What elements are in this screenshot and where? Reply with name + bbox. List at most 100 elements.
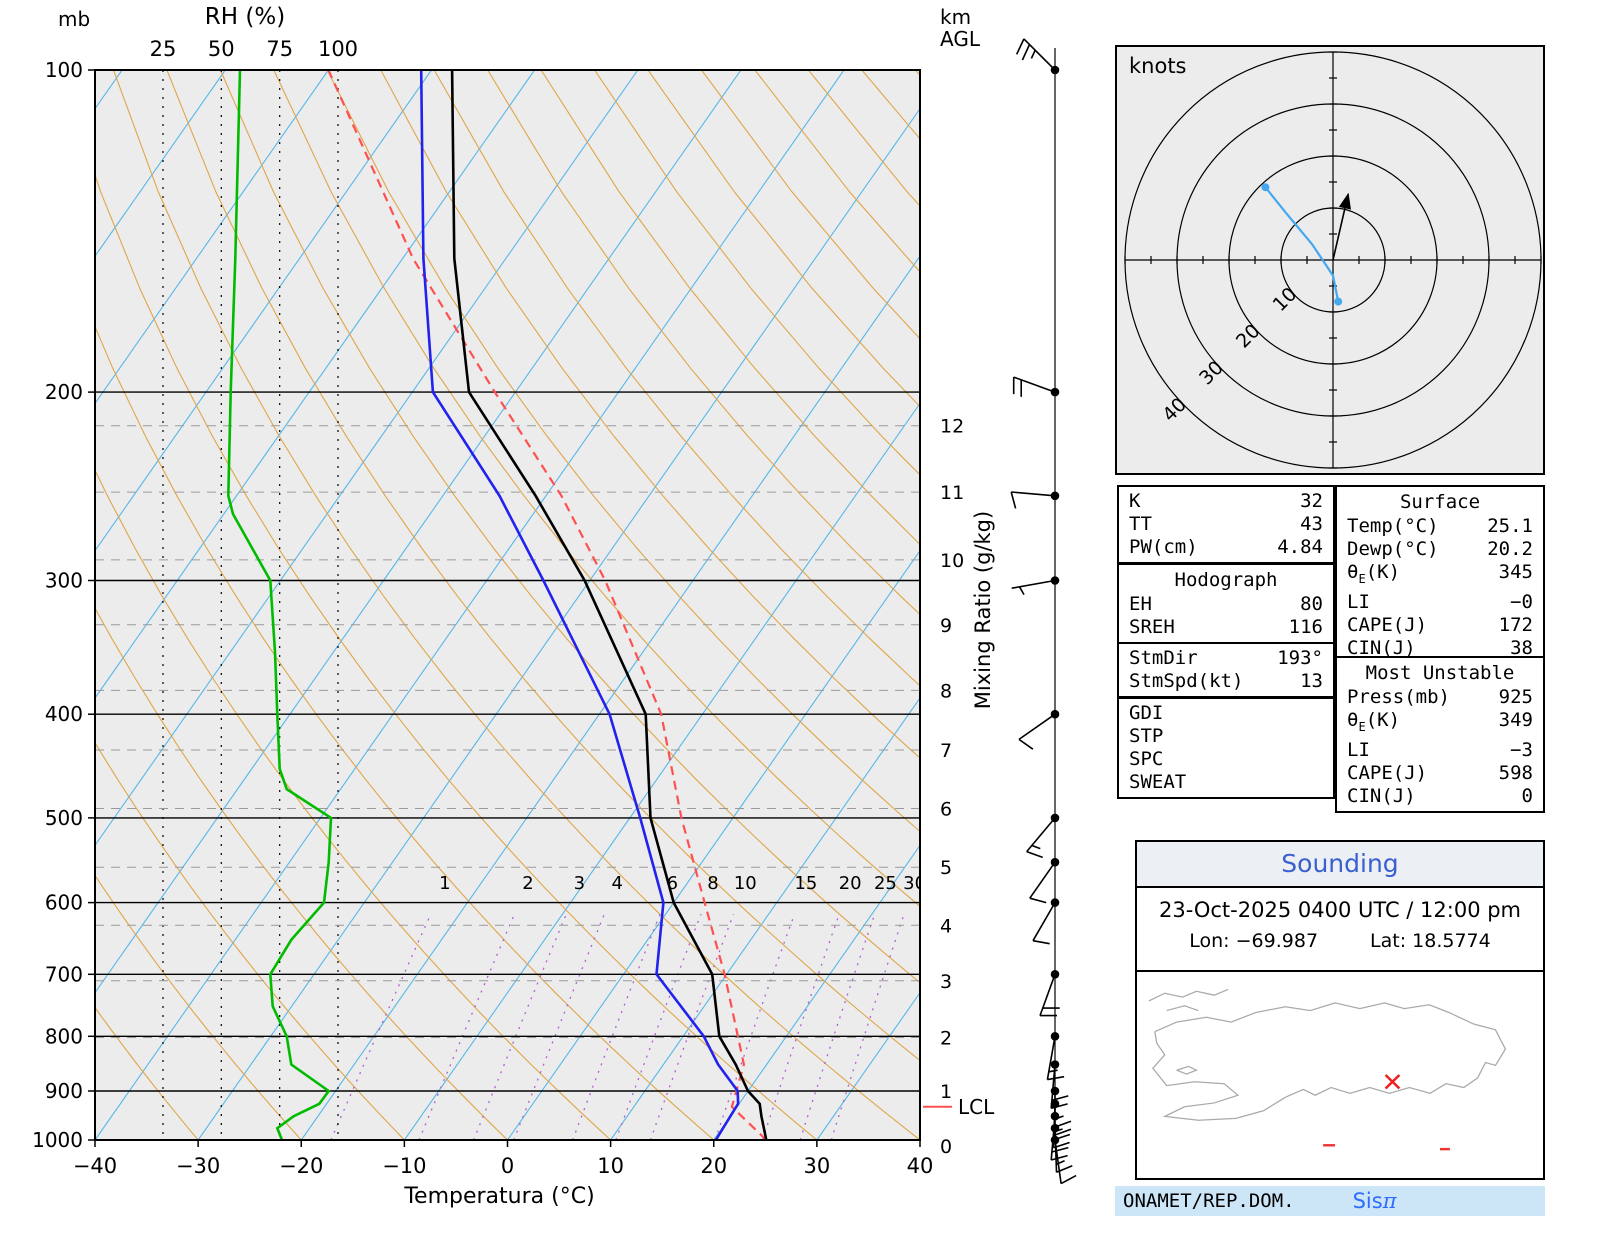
storm-motion-arrow	[1332, 192, 1352, 261]
svg-text:−40: −40	[73, 1154, 117, 1178]
panel-hodo-title: Hodograph	[1174, 569, 1278, 591]
stat-label: CAPE(J)	[1347, 613, 1428, 636]
svg-text:3: 3	[940, 971, 952, 993]
svg-text:30: 30	[903, 873, 926, 894]
svg-text:4: 4	[611, 873, 622, 894]
svg-text:100: 100	[45, 58, 83, 82]
temperature-curve	[450, 70, 768, 1140]
stat-value: 13	[1300, 670, 1323, 692]
parcel-curve	[327, 70, 768, 1140]
sounding-panel-title: Sounding	[1137, 842, 1543, 888]
panel-stm: StmDir 193° StmSpd(kt) 13	[1117, 642, 1335, 698]
svg-text:4: 4	[940, 915, 952, 937]
svg-text:6: 6	[940, 799, 952, 821]
sounding-info: 23-Oct-2025 0400 UTC / 12:00 pm Lon: −69…	[1137, 888, 1543, 972]
svg-text:100: 100	[318, 37, 358, 61]
rh-curve	[226, 70, 333, 1140]
svg-text:−30: −30	[176, 1154, 220, 1178]
panel-misc: GDI STP SPC SWEAT	[1117, 697, 1335, 799]
sounding-datetime: 23-Oct-2025 0400 UTC / 12:00 pm	[1158, 898, 1522, 922]
svg-text:0: 0	[501, 1154, 514, 1178]
svg-text:15: 15	[794, 873, 817, 894]
stat-value: 38	[1510, 636, 1533, 659]
svg-text:8: 8	[707, 873, 718, 894]
minor-island-marks	[1323, 1144, 1450, 1151]
footer-bar: ONAMET/REP.DOM. Sisπ	[1115, 1186, 1545, 1216]
isotherm-lines	[95, 70, 920, 1140]
hodograph-unit-label: knots	[1129, 54, 1187, 78]
pressure-axis: 100 200 300 400 500 600 700 800 900 1000 mb	[32, 7, 95, 1152]
svg-text:7: 7	[940, 740, 952, 762]
stat-value: −3	[1510, 738, 1533, 761]
stat-label: TT	[1129, 513, 1152, 535]
stat-label: Dewp(°C)	[1347, 538, 1439, 560]
hodograph-trace-point	[1261, 183, 1270, 192]
svg-text:75: 75	[266, 37, 293, 61]
stat-value: 116	[1288, 616, 1323, 638]
svg-text:5: 5	[940, 857, 952, 879]
svg-text:300: 300	[45, 569, 83, 593]
stat-row: PW(cm) 4.84	[1119, 536, 1333, 559]
svg-text:km: km	[940, 5, 971, 29]
svg-text:50: 50	[208, 37, 235, 61]
stat-label: CAPE(J)	[1347, 761, 1428, 784]
svg-text:1: 1	[439, 873, 450, 894]
dry-adiabat-lines	[95, 70, 920, 1140]
stat-row: CIN(J) 38	[1337, 637, 1543, 660]
stat-label: SREH	[1129, 616, 1175, 638]
rh-axis-title: RH (%)	[205, 4, 285, 30]
skewt-chart: 1 2 3 4 6 8 10 15 20 25 30100200300400500600700800…	[32, 4, 1077, 1209]
stat-label: GDI	[1129, 702, 1164, 724]
stat-value: 43	[1300, 513, 1323, 535]
stat-row: Dewp(°C) 20.2	[1337, 538, 1543, 561]
temp-axis-title: Temperatura (°C)	[403, 1184, 594, 1209]
svg-text:1000: 1000	[32, 1128, 83, 1152]
svg-text:1: 1	[940, 1081, 952, 1103]
svg-text:10: 10	[734, 873, 757, 894]
footer-agency: ONAMET/REP.DOM.	[1123, 1190, 1295, 1212]
stat-label: SPC	[1129, 748, 1164, 770]
location-map	[1148, 988, 1507, 1151]
svg-text:800: 800	[45, 1024, 83, 1048]
svg-text:25: 25	[150, 37, 177, 61]
dewpoint-curve	[419, 70, 740, 1140]
svg-text:10: 10	[597, 1154, 624, 1178]
station-marker-x	[1384, 1074, 1401, 1090]
svg-text:200: 200	[45, 380, 83, 404]
lcl-marker: LCL	[923, 1095, 995, 1119]
panel-surface: Surface Temp(°C) 25.1 Dewp(°C) 20.2 θE(K) 345 L…	[1335, 485, 1545, 665]
svg-text:700: 700	[45, 962, 83, 986]
plot-background	[95, 70, 920, 1140]
temperature-axis: −40 −30 −20 −10 0 10 20 30 40 Temperatura (°C)	[73, 1140, 933, 1209]
svg-text:10: 10	[940, 550, 964, 572]
stat-row: StmSpd(kt) 13	[1119, 670, 1333, 693]
stat-row: θE(K) 349	[1337, 709, 1543, 739]
stat-label: θE(K)	[1347, 561, 1401, 586]
svg-text:12: 12	[940, 416, 964, 438]
panel-mu: Most Unstable Press(mb) 925 θE(K) 349 LI −3 CAP…	[1335, 656, 1545, 813]
stat-label: K	[1129, 490, 1141, 512]
stat-label: LI	[1347, 590, 1370, 613]
stat-row: SPC	[1119, 748, 1333, 771]
panel-mu-title: Most Unstable	[1365, 662, 1515, 684]
sounding-panel: Sounding 23-Oct-2025 0400 UTC / 12:00 pm…	[1135, 840, 1545, 1180]
svg-text:0: 0	[940, 1136, 952, 1158]
stat-row: EH 80	[1119, 593, 1333, 616]
svg-text:20: 20	[839, 873, 862, 894]
panel-k: K 32 TT 43 PW(cm) 4.84	[1117, 485, 1335, 564]
stat-value: 193°	[1277, 647, 1323, 669]
hodograph-trace-point	[1334, 297, 1343, 306]
mixing-axis-title: Mixing Ratio (g/kg)	[971, 511, 995, 709]
svg-text:600: 600	[45, 891, 83, 915]
svg-text:6: 6	[667, 873, 678, 894]
stat-value: 25.1	[1487, 515, 1533, 537]
stat-row: Press(mb) 925	[1337, 686, 1543, 709]
sounding-coordinates: Lon: −69.987 Lat: 18.5774	[1137, 922, 1543, 952]
stat-row: LI −3	[1337, 739, 1543, 762]
stat-row: STP	[1119, 725, 1333, 748]
stat-label: StmSpd(kt)	[1129, 670, 1244, 692]
stat-label: SWEAT	[1129, 771, 1187, 793]
stat-value: 4.84	[1277, 536, 1323, 558]
wind-barb-column	[1010, 38, 1077, 1185]
